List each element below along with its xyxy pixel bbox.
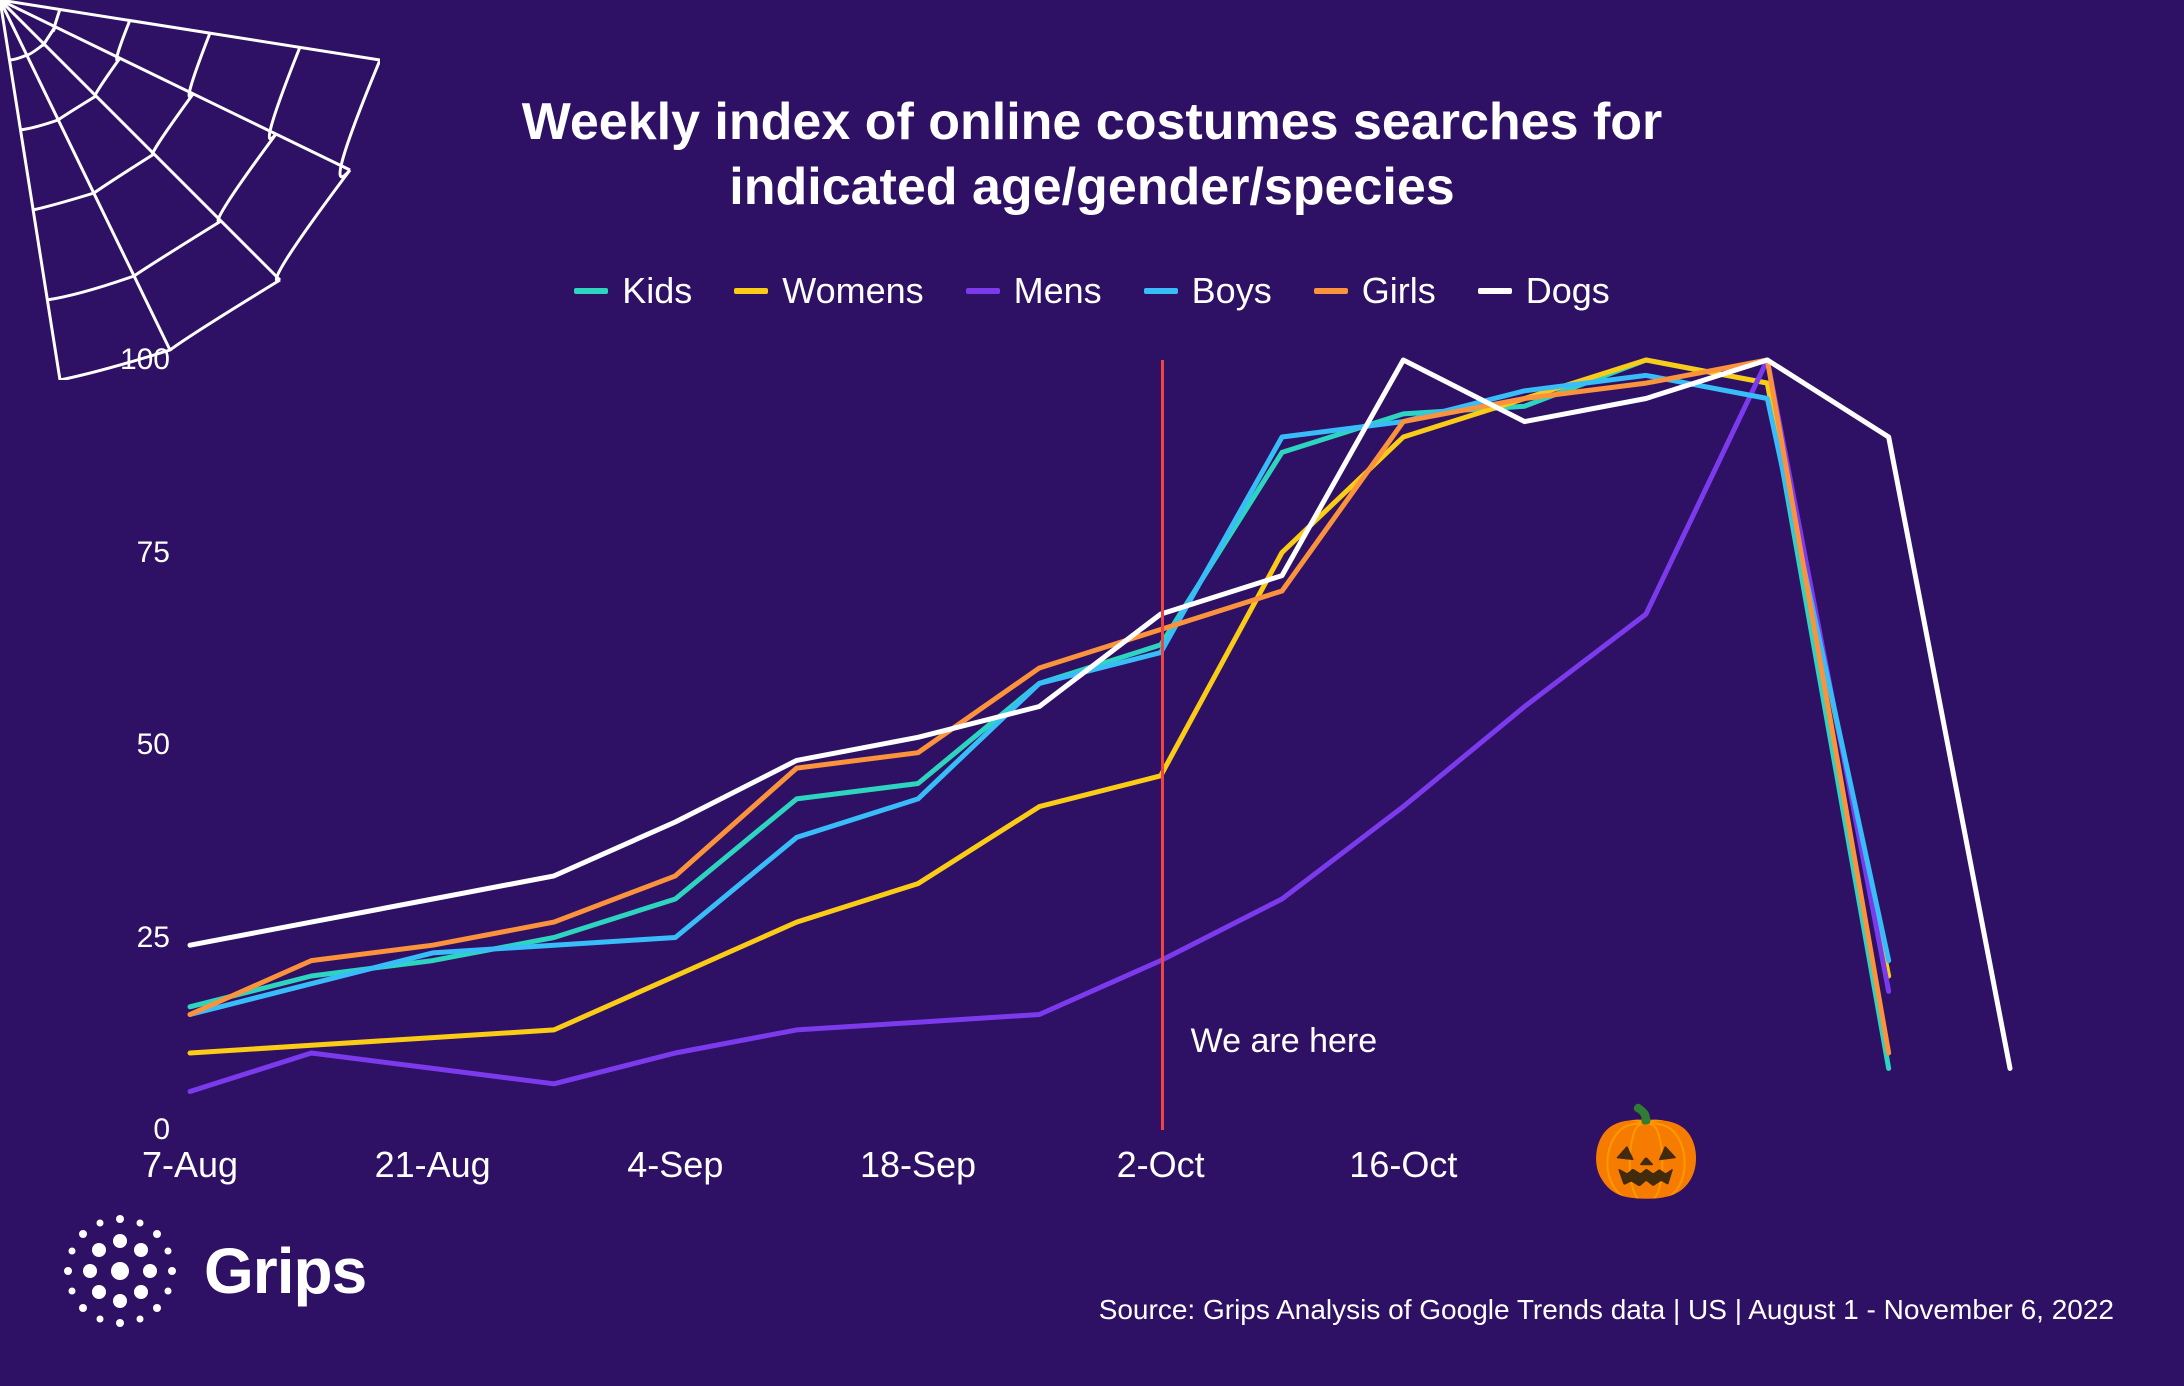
legend-color-swatch: [1144, 288, 1178, 294]
legend-label: Womens: [782, 270, 923, 312]
legend-label: Kids: [622, 270, 692, 312]
current-date-marker-line: [1161, 360, 1164, 1130]
legend-item: Boys: [1144, 270, 1272, 312]
y-axis-tick: 25: [137, 921, 170, 955]
x-axis-tick: 7-Aug: [142, 1144, 238, 1186]
legend-item: Girls: [1314, 270, 1436, 312]
series-line: [190, 360, 2010, 1068]
x-axis-tick: 4-Sep: [627, 1144, 723, 1186]
x-axis-tick: 2-Oct: [1117, 1144, 1205, 1186]
legend-color-swatch: [734, 288, 768, 294]
y-axis-tick: 50: [137, 728, 170, 762]
legend-label: Mens: [1014, 270, 1102, 312]
chart-plot-area: 02550751007-Aug21-Aug4-Sep18-Sep2-Oct16-…: [190, 360, 2010, 1130]
legend-item: Kids: [574, 270, 692, 312]
legend-color-swatch: [1478, 288, 1512, 294]
title-line-2: indicated age/gender/species: [0, 155, 2184, 220]
legend-item: Womens: [734, 270, 923, 312]
halloween-pumpkin-icon: 🎃: [1590, 1100, 1702, 1205]
source-citation: Source: Grips Analysis of Google Trends …: [1099, 1294, 2114, 1326]
current-date-marker-label: We are here: [1191, 1022, 1377, 1061]
series-line: [190, 375, 1889, 1014]
legend-color-swatch: [966, 288, 1000, 294]
x-axis-tick: 18-Sep: [860, 1144, 976, 1186]
y-axis-tick: 0: [153, 1113, 170, 1147]
series-line: [190, 360, 1889, 1092]
title-line-1: Weekly index of online costumes searches…: [0, 90, 2184, 155]
logo-mark-icon: [60, 1211, 180, 1331]
series-line: [190, 360, 1889, 1068]
brand-logo: Grips: [60, 1211, 366, 1331]
x-axis-tick: 16-Oct: [1349, 1144, 1457, 1186]
y-axis-tick: 75: [137, 536, 170, 570]
legend: Kids Womens Mens Boys Girls Dogs: [0, 270, 2184, 312]
x-axis-tick: 21-Aug: [375, 1144, 491, 1186]
legend-label: Girls: [1362, 270, 1436, 312]
legend-color-swatch: [574, 288, 608, 294]
legend-label: Boys: [1192, 270, 1272, 312]
legend-color-swatch: [1314, 288, 1348, 294]
logo-text: Grips: [204, 1234, 366, 1308]
legend-item: Dogs: [1478, 270, 1610, 312]
y-axis-tick: 100: [120, 343, 170, 377]
legend-item: Mens: [966, 270, 1102, 312]
chart-lines: [190, 360, 2010, 1130]
chart-title: Weekly index of online costumes searches…: [0, 90, 2184, 220]
legend-label: Dogs: [1526, 270, 1610, 312]
